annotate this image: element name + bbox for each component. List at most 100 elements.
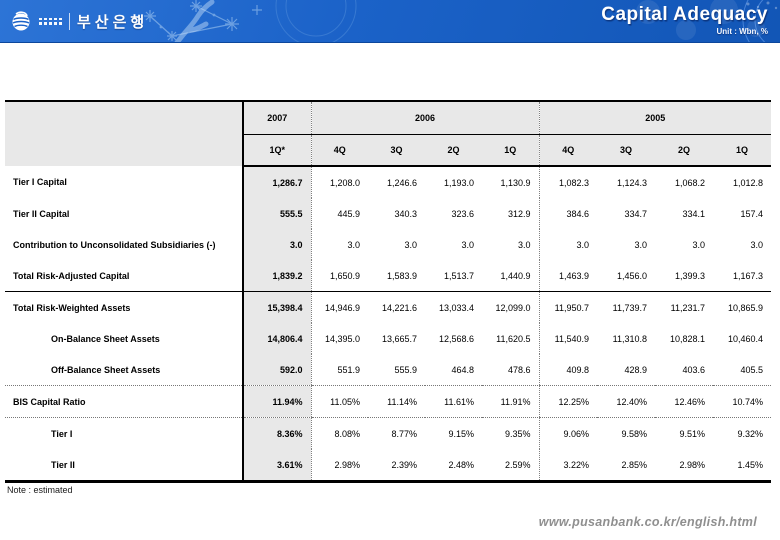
table-row: Total Risk-Adjusted Capital 1,839.2 1,650.… — [5, 260, 772, 292]
cell-value: 3.0 — [242, 229, 311, 260]
cell-value: 11,739.7 — [612, 302, 648, 313]
cell-value: 340.3 — [394, 208, 417, 219]
concentric-rings-icon — [275, 0, 357, 42]
unit-label: Unit : Wbn, % — [716, 27, 768, 36]
cell-value: 409.8 — [538, 354, 598, 386]
cell-value: 1,130.9 — [500, 177, 531, 188]
cell-value: 1,246.6 — [386, 177, 417, 188]
row-label: Tier I — [51, 428, 73, 439]
cell-value: 8.08% — [310, 417, 368, 449]
bank-name: 부산은행 — [77, 13, 149, 31]
year-header-2007: 2007 — [242, 101, 311, 135]
cell-value: 12.25% — [538, 385, 598, 418]
cell-value: 1,583.9 — [368, 260, 425, 292]
quarter-header: 2Q — [425, 134, 482, 167]
cell-value: 3.0 — [692, 239, 706, 250]
cell-value: 11.05% — [310, 385, 368, 418]
bank-logo: 부산은행 — [10, 7, 148, 35]
cell-value: 2.98% — [310, 449, 368, 482]
cell-value: 11.91% — [482, 385, 540, 418]
table-row: Total Risk-Weighted Assets 15,398.4 14,946… — [5, 291, 771, 323]
quarter-header: 3Q — [368, 134, 425, 167]
cell-value: 555.9 — [368, 354, 425, 386]
page-title: Capital Adequacy — [601, 4, 768, 25]
corner-cell — [5, 101, 243, 166]
row-label: Total Risk-Weighted Assets — [13, 302, 131, 313]
table-row: Tier I 8.36% 8.08% 8.77% 9.15% 9.35% 9.06% 9.58… — [5, 417, 771, 449]
cell-value: 1,193.0 — [443, 177, 474, 188]
cell-value: 1.45% — [737, 459, 764, 470]
cell-value: 2.39% — [391, 459, 417, 470]
cell-value: 11.94% — [242, 385, 311, 418]
cell-value: 13,665.7 — [381, 333, 417, 344]
cell-value: 9.32% — [737, 428, 764, 439]
cell-value: 3.0 — [538, 229, 598, 260]
cell-value: 8.36% — [242, 417, 311, 449]
cell-value: 14,221.6 — [381, 302, 417, 313]
cell-value: 1,463.9 — [538, 260, 598, 292]
header-banner: 부산은행 Capital Adequacy Unit : Wbn, % — [0, 0, 780, 43]
quarter-header-row: 1Q* 4Q 3Q 2Q 1Q 4Q 3Q 2Q 1Q — [5, 134, 772, 167]
cell-value: 3.0 — [750, 239, 764, 250]
cell-value: 2.98% — [679, 459, 706, 470]
cell-value: 11,950.7 — [538, 291, 598, 323]
cell-value: 14,946.9 — [310, 291, 368, 323]
cell-value: 13,033.4 — [438, 302, 474, 313]
quarter-header: 4Q — [310, 134, 368, 167]
cell-value: 15,398.4 — [242, 291, 311, 323]
cell-value: 2.85% — [621, 459, 648, 470]
cell-value: 11,231.7 — [670, 302, 706, 313]
row-label: Contribution to Unconsolidated Subsidiar… — [13, 239, 216, 250]
cell-value: 14,806.4 — [242, 323, 311, 354]
cell-value: 10,460.4 — [728, 333, 764, 344]
cell-value: 11,540.9 — [538, 323, 598, 354]
cell-value: 10.74% — [713, 385, 772, 418]
cell-value: 9.06% — [538, 417, 598, 449]
row-label: On-Balance Sheet Assets — [51, 333, 160, 344]
bank-globe-icon — [12, 11, 30, 31]
quarter-header: 2Q — [655, 134, 714, 167]
cell-value: 11.14% — [368, 385, 425, 418]
cell-value: 323.6 — [451, 208, 474, 219]
cell-value: 10,865.9 — [728, 302, 764, 313]
cell-value: 1,839.2 — [242, 260, 311, 292]
cell-value: 3.61% — [242, 449, 311, 482]
cell-value: 1,068.2 — [675, 177, 706, 188]
cell-value: 9.35% — [505, 428, 531, 439]
cell-value: 1,167.3 — [713, 260, 772, 292]
cell-value: 12.40% — [597, 385, 656, 418]
table-row: Contribution to Unconsolidated Subsidiar… — [5, 229, 771, 260]
cell-value: 10,828.1 — [669, 333, 706, 344]
table-row: Tier II 3.61% 2.98% 2.39% 2.48% 2.59% 3.22% 2.8… — [5, 449, 771, 482]
year-header-2005: 2005 — [538, 101, 772, 135]
table-row: Off-Balance Sheet Assets 592.0 551.9 555.9 4… — [5, 354, 772, 386]
cell-value: 11.61% — [425, 385, 482, 418]
cell-value: 551.9 — [310, 354, 368, 386]
cell-value: 9.58% — [621, 428, 648, 439]
cell-value: 312.9 — [508, 208, 531, 219]
cell-value: 403.6 — [655, 354, 714, 386]
capital-adequacy-table: 2007 2006 2005 1Q* 4Q 3Q 2Q 1Q 4Q 3Q 2Q … — [5, 100, 772, 483]
cell-value: 1,208.0 — [310, 166, 368, 198]
cell-value: 1,082.3 — [538, 166, 598, 198]
cell-value: 12.46% — [655, 385, 714, 418]
cell-value: 405.5 — [713, 354, 772, 386]
cell-value: 555.5 — [242, 198, 311, 229]
row-label: Tier I Capital — [13, 177, 67, 187]
cell-value: 1,650.9 — [310, 260, 368, 292]
logo-dots-icon — [39, 17, 62, 25]
cell-value: 1,456.0 — [597, 260, 656, 292]
row-label: Off-Balance Sheet Assets — [5, 354, 243, 386]
row-label: Tier II — [51, 459, 75, 470]
quarter-header: 3Q — [597, 134, 656, 167]
table-row: On-Balance Sheet Assets 14,806.4 14,395.0 1… — [5, 323, 771, 354]
cell-value: 428.9 — [597, 354, 656, 386]
logo-divider — [69, 12, 70, 30]
website-url: www.pusanbank.co.kr/english.html — [538, 515, 757, 529]
title-block: Capital Adequacy Unit : Wbn, % — [601, 4, 768, 36]
cell-value: 334.1 — [682, 208, 706, 219]
cell-value: 334.7 — [624, 208, 648, 219]
branch-decoration-icon — [174, 0, 215, 42]
row-label: BIS Capital Ratio — [5, 385, 243, 418]
cell-value: 1,513.7 — [425, 260, 482, 292]
